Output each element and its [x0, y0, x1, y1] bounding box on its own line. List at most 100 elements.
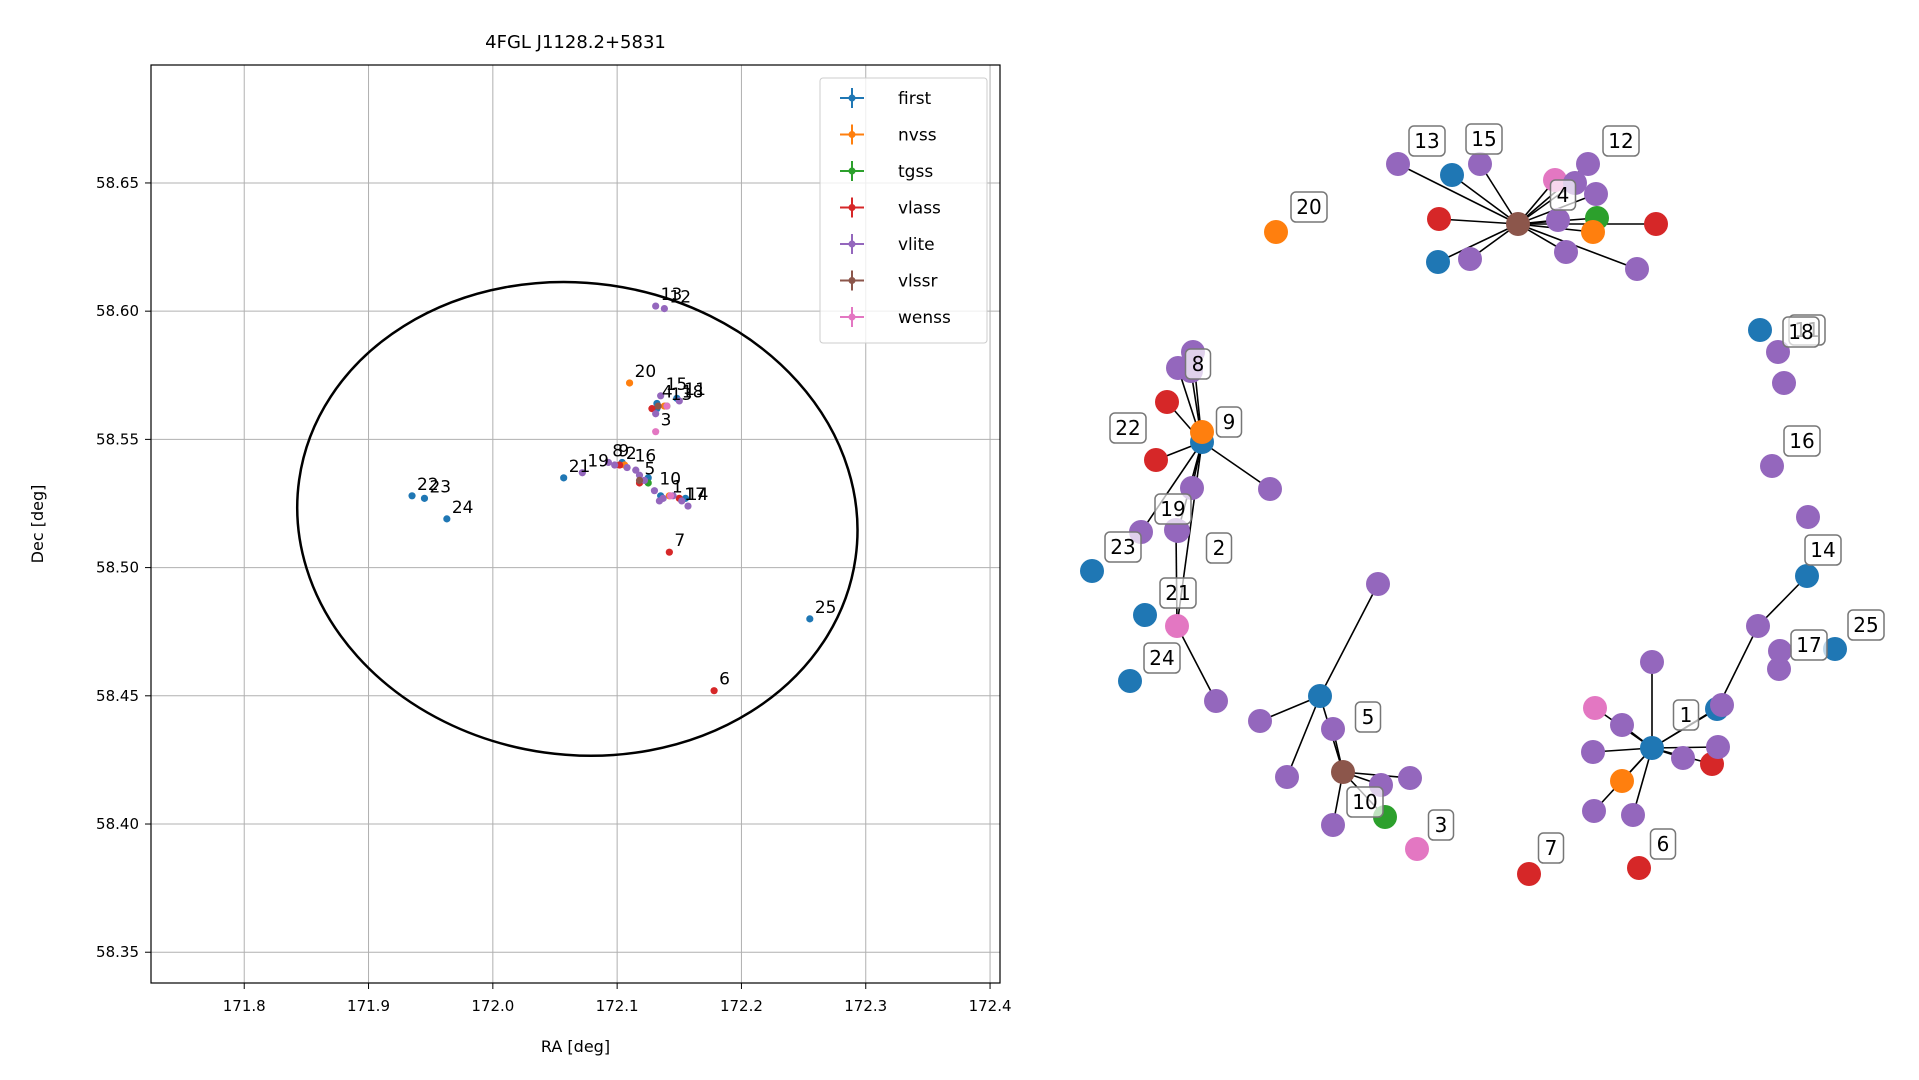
- node-label-box: [1649, 828, 1677, 860]
- node-vlite: [1204, 689, 1228, 713]
- node-label-text: 4: [1557, 183, 1570, 207]
- node-label: 4: [1549, 179, 1577, 211]
- node-vlite: [1554, 240, 1578, 264]
- node-vlite: [1576, 152, 1600, 176]
- point-label: 5: [645, 459, 656, 479]
- point-label: 7: [674, 531, 685, 551]
- point-label: 12: [669, 288, 691, 308]
- node-label-text: 22: [1115, 416, 1140, 440]
- node-label-box: [1143, 642, 1181, 674]
- point-label: 11: [684, 380, 706, 400]
- y-tick-label: 58.65: [96, 174, 139, 192]
- point-vlite: [611, 461, 619, 469]
- node-label-text: 6: [1657, 832, 1670, 856]
- point-wenss: [652, 428, 660, 436]
- point-vlite: [675, 397, 683, 405]
- node-vlite: [1772, 371, 1796, 395]
- node-label-text: 19: [1160, 497, 1185, 521]
- point-label: 10: [659, 470, 681, 490]
- network-edge: [1319, 583, 1379, 697]
- node-label-box: [1847, 609, 1885, 641]
- node-vlite: [1671, 746, 1695, 770]
- node-wenss: [1405, 837, 1429, 861]
- y-axis-label: Dec [deg]: [28, 485, 47, 564]
- node-label-text: 25: [1853, 613, 1878, 637]
- network-edge: [1201, 441, 1271, 490]
- point-vlite: [655, 497, 664, 505]
- point-vlass: [616, 461, 624, 469]
- node-label-box: [1159, 577, 1197, 609]
- node-label: 17: [1790, 629, 1828, 661]
- legend-label-nvss: nvss: [898, 126, 937, 146]
- y-tick-label: 58.45: [96, 687, 139, 705]
- node-first: [1748, 318, 1772, 342]
- legend-label-tgss: tgss: [898, 162, 933, 182]
- node-label: 20: [1290, 191, 1328, 223]
- node-label: 18: [1782, 316, 1820, 348]
- node-label-box: [1346, 786, 1384, 818]
- legend-label-vlass: vlass: [898, 199, 941, 219]
- node-label-box: [1205, 532, 1233, 564]
- x-tick-label: 172.1: [596, 997, 639, 1015]
- node-vlite: [1468, 152, 1492, 176]
- node-vlite: [1610, 713, 1634, 737]
- point-vlite: [657, 392, 665, 400]
- node-label: 6: [1649, 828, 1677, 860]
- node-vlite: [1640, 650, 1664, 674]
- point-label: 22: [417, 475, 439, 495]
- point-wenss: [663, 402, 671, 410]
- node-nvss: [1610, 769, 1634, 793]
- point-vlite: [678, 497, 686, 505]
- node-vlite: [1710, 693, 1734, 717]
- legend: first nvss tgss vlass vlite vlssr wenss: [819, 77, 988, 344]
- node-first: [1308, 684, 1332, 708]
- point-vlite: [604, 458, 613, 467]
- node-vlass: [1517, 862, 1541, 886]
- point-vlite: [652, 410, 660, 418]
- point-vlite: [635, 471, 644, 479]
- node-label-text: 21: [1165, 581, 1190, 605]
- node-label-box: [1672, 699, 1700, 731]
- point-vlssr: [635, 476, 644, 485]
- node-vlite: [1706, 735, 1730, 759]
- node-vlite: [1796, 505, 1820, 529]
- node-label: 13: [1408, 125, 1446, 157]
- node-label: 25: [1847, 609, 1885, 641]
- point-vlssr: [654, 402, 662, 410]
- node-vlite: [1767, 657, 1791, 681]
- node-vlite: [1258, 477, 1282, 501]
- node-label-box: [1804, 534, 1842, 566]
- point-vlass: [648, 405, 656, 413]
- node-label-text: 3: [1435, 813, 1448, 837]
- legend-box: [819, 77, 988, 344]
- node-label-text: 12: [1608, 129, 1633, 153]
- legend-marker-dot: [848, 277, 856, 284]
- network-edge: [1517, 223, 1638, 270]
- node-label-box: [1602, 125, 1640, 157]
- node-label-box: [1783, 425, 1821, 457]
- point-label: 13: [671, 385, 693, 405]
- point-label: 17: [684, 485, 706, 505]
- point-label: 21: [569, 457, 591, 477]
- node-label-box: [1354, 701, 1382, 733]
- x-tick-label: 172.3: [844, 997, 887, 1015]
- node-vlite: [1275, 765, 1299, 789]
- node-nvss: [1190, 420, 1214, 444]
- point-vlass: [665, 548, 673, 556]
- node-label-box: [1109, 412, 1147, 444]
- x-ticks: 171.8 171.9 172.0 172.1 172.2 172.3 172.4: [223, 983, 1012, 1015]
- legend-label-vlite: vlite: [898, 235, 935, 255]
- node-vlssr: [1506, 212, 1530, 236]
- point-wenss: [666, 492, 675, 500]
- node-label-text: 7: [1545, 836, 1558, 860]
- node-vlite: [1386, 152, 1410, 176]
- node-label-box: [1427, 809, 1455, 841]
- node-label-text: 13: [1414, 129, 1439, 153]
- node-label-box: [1782, 316, 1820, 348]
- point-label: 2: [626, 444, 637, 464]
- point-vlass: [710, 687, 718, 695]
- node-first: [1795, 564, 1819, 588]
- node-label: 8: [1184, 348, 1212, 380]
